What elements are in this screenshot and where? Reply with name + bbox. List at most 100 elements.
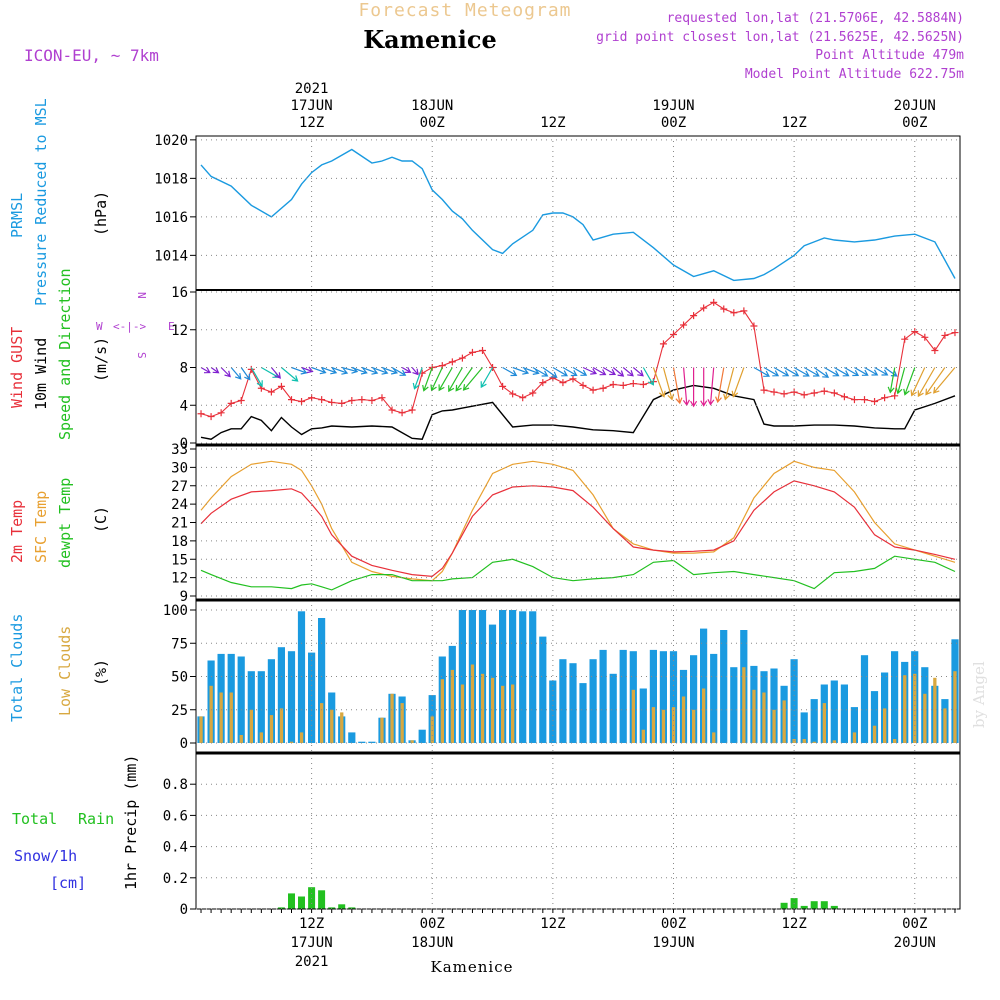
- dewpt-label: dewpt Temp: [56, 478, 74, 568]
- total-cloud-bar: [237, 656, 245, 743]
- gust-marker: [639, 380, 647, 388]
- total-cloud-bar: [257, 671, 265, 743]
- top-hour-label: 00Z: [661, 115, 686, 131]
- wind-arrow: [502, 366, 518, 377]
- gust-marker: [810, 389, 818, 397]
- gust-marker: [237, 397, 245, 405]
- wind-arrow: [240, 367, 251, 381]
- gust-marker: [891, 392, 899, 400]
- ytick-label: 24: [171, 497, 188, 513]
- gust-marker: [288, 396, 295, 404]
- low-cloud-bar: [933, 677, 937, 743]
- low-cloud-bar: [702, 688, 706, 743]
- ytick-label: 0: [180, 902, 188, 918]
- low-cloud-bar: [742, 667, 746, 743]
- wind-arrow: [803, 366, 820, 377]
- total-cloud-bar: [870, 691, 879, 743]
- gust-marker: [338, 399, 346, 407]
- gust-marker: [861, 396, 868, 404]
- bottom-hour-label: 12Z: [299, 916, 324, 932]
- total-cloud-bar: [700, 628, 708, 743]
- rain-bar: [318, 890, 326, 909]
- sfc-temp-line: [200, 460, 956, 582]
- gust-marker: [217, 409, 225, 417]
- total-cloud-bar: [267, 659, 275, 743]
- ytick-label: 50: [171, 670, 188, 686]
- rain-bar: [298, 896, 305, 909]
- wind-arrow: [652, 367, 666, 398]
- ytick-label: 18: [171, 534, 188, 550]
- gust-marker: [700, 304, 708, 312]
- low-cloud-bar: [199, 716, 203, 743]
- low-cloud-bar: [631, 689, 635, 743]
- wind-arrow: [864, 366, 879, 376]
- wind-arrow: [291, 366, 308, 375]
- gust-marker: [750, 322, 758, 330]
- total-cloud-bar: [277, 647, 285, 743]
- rain-bar: [288, 893, 295, 909]
- low-cloud-bar: [480, 673, 485, 743]
- low-cloud-bar: [450, 669, 454, 743]
- gust-marker: [931, 347, 939, 355]
- wind-arrow: [763, 366, 780, 377]
- precip-unit: 1hr Precip (mm): [122, 755, 140, 890]
- low-cloud-bar: [320, 703, 324, 743]
- wind-arrow: [270, 367, 281, 379]
- wind-arrow: [672, 367, 683, 405]
- wind-arrow: [632, 367, 644, 377]
- compass-e: E: [168, 320, 175, 333]
- gust-marker: [318, 396, 326, 404]
- wind-arrow: [612, 367, 625, 377]
- low-cloud-bar: [681, 696, 686, 743]
- ytick-label: 15: [171, 552, 188, 568]
- wind-unit: (m/s): [92, 337, 110, 382]
- low-cloud-bar: [501, 685, 505, 743]
- rain-bar: [277, 907, 285, 909]
- ytick-label: 8: [180, 361, 188, 377]
- compass-s: S: [135, 352, 148, 359]
- snow-label: Snow/1h: [14, 847, 77, 865]
- gust-marker: [780, 390, 788, 398]
- panel-frame-0: [195, 135, 961, 291]
- top-hour-label: 00Z: [420, 115, 445, 131]
- low-cloud-bar: [400, 703, 404, 743]
- rain-bar: [820, 901, 828, 909]
- ytick-label: 25: [171, 703, 188, 719]
- wind-arrow: [250, 367, 263, 388]
- low-cloud-bar: [239, 735, 243, 743]
- gust-marker: [619, 381, 627, 389]
- low-cloud-bar: [209, 685, 213, 743]
- gust-marker: [820, 387, 828, 395]
- dewpt-line: [200, 555, 956, 591]
- wind-arrow: [438, 367, 453, 392]
- total-cloud-bar: [720, 630, 728, 743]
- rain-bar: [780, 902, 788, 909]
- wind-compass: W N S E <-|->: [96, 292, 175, 359]
- total-cloud-bar: [609, 673, 617, 743]
- total-cloud-bar: [891, 651, 899, 743]
- total-cloud-bar: [850, 707, 858, 743]
- low-cloud-bar: [440, 679, 444, 743]
- gust-marker: [368, 397, 376, 405]
- ytick-label: 9: [180, 589, 188, 605]
- wind-arrow: [622, 367, 634, 377]
- compass-mid: <-|->: [113, 320, 146, 333]
- gust-marker: [670, 330, 677, 338]
- total-cloud-bar: [348, 732, 356, 743]
- panels-layer: [197, 148, 959, 909]
- total-cloud-bar: [730, 667, 738, 743]
- gust-marker: [458, 354, 466, 362]
- wind-arrow: [448, 367, 463, 393]
- gust-marker: [298, 397, 306, 405]
- gust-marker: [951, 329, 959, 337]
- rain-bar: [328, 907, 336, 909]
- low-cloud-bar: [470, 664, 475, 743]
- low-cloud-bar: [651, 707, 656, 743]
- low-cloud-bar: [299, 732, 304, 743]
- gust-marker: [760, 386, 768, 394]
- gust-marker: [579, 381, 587, 389]
- wind-arrow: [512, 366, 530, 375]
- wind-arrow: [895, 367, 906, 395]
- total-cloud-bar: [318, 618, 326, 743]
- rain-bar: [830, 905, 838, 909]
